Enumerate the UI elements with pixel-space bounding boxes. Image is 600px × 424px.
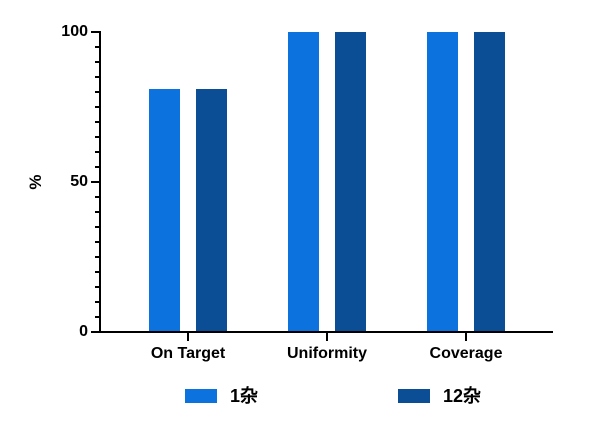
y-minor-tick xyxy=(95,256,99,258)
bar-on-target-series-2 xyxy=(196,89,227,331)
y-tick-label: 100 xyxy=(61,23,88,40)
y-minor-tick xyxy=(95,76,99,78)
legend-label: 1杂 xyxy=(230,386,259,406)
y-tick-label: 50 xyxy=(70,173,88,190)
x-category-label: Uniformity xyxy=(287,345,367,362)
y-minor-tick xyxy=(95,91,99,93)
x-category-tick xyxy=(187,333,189,341)
y-minor-tick xyxy=(95,196,99,198)
bar-on-target-series-1 xyxy=(149,89,180,331)
x-category-label: Coverage xyxy=(429,345,503,362)
y-axis-line xyxy=(99,31,101,333)
bar-uniformity-series-1 xyxy=(288,32,319,331)
y-minor-tick xyxy=(95,316,99,318)
y-tick-label: 0 xyxy=(79,323,88,340)
y-minor-tick xyxy=(95,46,99,48)
y-minor-tick xyxy=(95,226,99,228)
y-major-tick xyxy=(91,31,99,33)
x-category-tick xyxy=(326,333,328,341)
x-axis-line xyxy=(99,331,553,333)
y-minor-tick xyxy=(95,121,99,123)
y-minor-tick xyxy=(95,136,99,138)
legend-entry: 1杂 xyxy=(185,386,258,406)
legend-swatch xyxy=(185,389,217,403)
x-category-label: On Target xyxy=(150,345,226,362)
y-minor-tick xyxy=(95,61,99,63)
y-minor-tick xyxy=(95,106,99,108)
bar-uniformity-series-2 xyxy=(335,32,366,331)
y-minor-tick xyxy=(95,271,99,273)
x-category-tick xyxy=(465,333,467,341)
y-minor-tick xyxy=(95,166,99,168)
y-minor-tick xyxy=(95,151,99,153)
y-minor-tick xyxy=(95,211,99,213)
bar-coverage-series-2 xyxy=(474,32,505,331)
y-major-tick xyxy=(91,331,99,333)
y-minor-tick xyxy=(95,241,99,243)
y-minor-tick xyxy=(95,286,99,288)
bar-coverage-series-1 xyxy=(427,32,458,331)
legend-label: 12杂 xyxy=(443,386,482,406)
y-major-tick xyxy=(91,181,99,183)
y-minor-tick xyxy=(95,301,99,303)
legend-swatch xyxy=(398,389,430,403)
legend-entry: 12杂 xyxy=(398,386,481,406)
